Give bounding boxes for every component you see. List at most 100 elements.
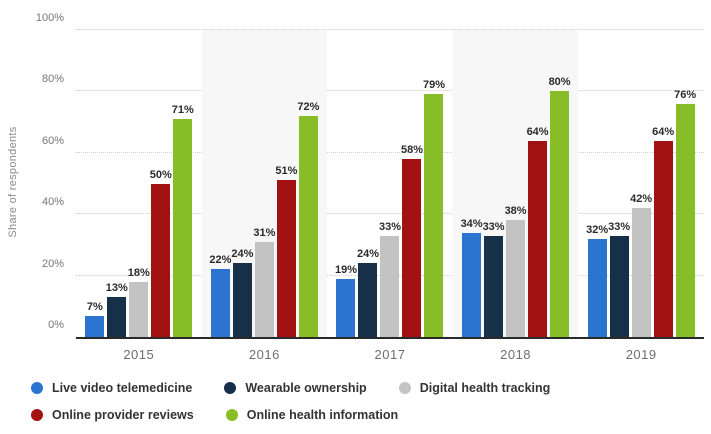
bar-value-label: 71% [171, 104, 194, 117]
bar-2017-online-health-information[interactable] [424, 94, 444, 337]
x-axis-labels: 2015 2016 2017 2018 2019 [76, 341, 704, 362]
bar-column: 31% [253, 30, 276, 337]
bar-column: 64% [526, 30, 549, 337]
legend-dot-icon [224, 382, 237, 394]
y-tick-label-100: 100% [35, 12, 64, 24]
bar-column: 42% [630, 30, 653, 337]
y-tick-label-60: 60% [41, 134, 64, 147]
x-axis-label-2019: 2019 [625, 347, 657, 362]
bar-value-label: 22% [209, 254, 232, 267]
bar-column: 72% [297, 30, 320, 337]
bar-2015-wearable-ownership[interactable] [107, 297, 127, 337]
legend-dot-icon [31, 382, 43, 394]
bar-column: 18% [128, 30, 150, 337]
legend-item-online-provider-reviews[interactable]: Online provider reviews [31, 408, 194, 422]
bar-column: 79% [422, 30, 445, 337]
y-axis-title: Share of respondents [7, 126, 19, 238]
bar-column: 80% [548, 30, 571, 337]
gridline-60 [76, 151, 704, 153]
bar-column: 13% [105, 30, 128, 337]
bar-value-label: 33% [482, 220, 505, 233]
bar-2016-wearable-ownership[interactable] [232, 263, 252, 337]
x-axis-label-2015: 2015 [123, 347, 155, 362]
legend-item-wearable-ownership[interactable]: Wearable ownership [224, 381, 367, 395]
bar-2019-online-health-information[interactable] [675, 103, 695, 337]
bar-2016-live-video-telemedicine[interactable] [210, 269, 230, 337]
bars-2019: 32% 33% 42% 64% 76% [578, 30, 704, 337]
bars-2017: 19% 24% 33% 58% 79% [327, 30, 453, 337]
legend: Live video telemedicine Wearable ownershi… [31, 381, 691, 422]
bar-column: 24% [356, 30, 379, 337]
y-tick-label-0: 0% [48, 319, 64, 331]
bar-column: 32% [586, 30, 609, 337]
bar-2019-live-video-telemedicine[interactable] [587, 238, 607, 337]
legend-label: Live video telemedicine [52, 381, 193, 395]
bar-value-label: 64% [526, 125, 549, 138]
bar-2019-digital-health-tracking[interactable] [631, 208, 651, 337]
bar-group-2015: 7% 13% 18% 50% 71% [76, 30, 202, 337]
legend-item-online-health-information[interactable]: Online health information [225, 408, 398, 422]
bar-group-2018: 34% 33% 38% 64% 80% [452, 30, 579, 337]
bar-value-label: 24% [356, 248, 379, 261]
bar-groups: 7% 13% 18% 50% 71% 22% 24% 31% 51% 72% 19% 24% 33% 58… [76, 30, 704, 337]
bar-value-label: 50% [149, 168, 172, 181]
bar-value-label: 80% [548, 76, 571, 89]
bars-2018: 34% 33% 38% 64% 80% [453, 30, 579, 337]
bar-2019-online-provider-reviews[interactable] [653, 140, 673, 337]
bar-value-label: 58% [400, 143, 423, 156]
bar-2018-digital-health-tracking[interactable] [506, 220, 526, 337]
bar-2015-online-provider-reviews[interactable] [151, 183, 171, 337]
bar-value-label: 72% [297, 100, 320, 113]
bar-value-label: 31% [253, 226, 276, 239]
legend-label: Digital health tracking [419, 381, 551, 395]
bar-2017-digital-health-tracking[interactable] [380, 235, 400, 337]
x-axis-label-2017: 2017 [374, 347, 406, 362]
x-axis-label-2018: 2018 [500, 347, 532, 362]
bar-value-label: 79% [422, 79, 445, 92]
legend-item-digital-health-tracking[interactable]: Digital health tracking [398, 381, 551, 395]
bar-value-label: 32% [586, 223, 609, 236]
legend-dot-icon [225, 409, 238, 421]
bar-value-label: 34% [460, 217, 483, 230]
bar-2017-wearable-ownership[interactable] [358, 263, 378, 337]
bar-column: 22% [209, 30, 232, 337]
bar-2018-wearable-ownership[interactable] [484, 235, 504, 337]
bar-2019-wearable-ownership[interactable] [609, 235, 629, 337]
legend-item-live-video-telemedicine[interactable]: Live video telemedicine [31, 381, 192, 395]
x-axis-label-2016: 2016 [248, 347, 280, 362]
bar-2015-digital-health-tracking[interactable] [129, 281, 149, 337]
bar-column: 64% [652, 30, 675, 337]
bar-group-2019: 32% 33% 42% 64% 76% [578, 30, 704, 337]
bar-column: 24% [231, 30, 254, 337]
bar-column: 33% [482, 30, 505, 337]
legend-dot-icon [398, 382, 411, 394]
bar-column: 58% [400, 30, 423, 337]
bar-column: 33% [378, 30, 401, 337]
bar-value-label: 13% [105, 282, 128, 295]
bar-2016-online-health-information[interactable] [298, 115, 318, 337]
bar-value-label: 42% [630, 193, 653, 206]
legend-label: Online provider reviews [52, 408, 194, 422]
bar-2018-online-health-information[interactable] [550, 91, 570, 337]
bars-2015: 7% 13% 18% 50% 71% [76, 30, 202, 337]
bar-value-label: 64% [652, 125, 675, 138]
bar-2015-online-health-information[interactable] [173, 119, 193, 337]
bar-column: 50% [149, 30, 172, 337]
bar-2015-live-video-telemedicine[interactable] [85, 315, 105, 337]
bar-2018-live-video-telemedicine[interactable] [462, 232, 482, 337]
bar-column: 38% [505, 30, 527, 337]
bar-value-label: 24% [231, 248, 254, 261]
bar-2016-online-provider-reviews[interactable] [276, 180, 296, 337]
bar-2016-digital-health-tracking[interactable] [254, 241, 274, 337]
bar-column: 51% [275, 30, 297, 337]
bar-value-label: 33% [378, 220, 401, 233]
bar-2017-live-video-telemedicine[interactable] [336, 278, 356, 337]
bar-value-label: 7% [86, 300, 103, 313]
bar-column: 71% [171, 30, 194, 337]
bar-2017-online-provider-reviews[interactable] [402, 158, 422, 337]
legend-dot-icon [31, 409, 43, 421]
bar-2018-online-provider-reviews[interactable] [528, 140, 548, 337]
bar-column: 76% [674, 30, 696, 337]
plot-area: 0% 20% 40% 60% 80% 100% 7% 13% 18% 50% 71% 22% 24% 31… [36, 12, 704, 339]
gridline-40 [76, 213, 704, 215]
